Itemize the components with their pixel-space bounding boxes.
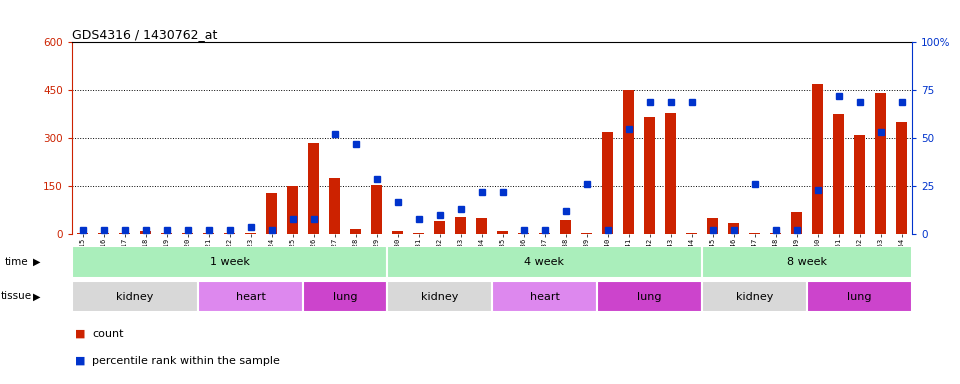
Bar [729, 223, 739, 234]
Text: ▶: ▶ [33, 291, 40, 301]
Bar [686, 233, 697, 234]
Text: GDS4316 / 1430762_at: GDS4316 / 1430762_at [72, 28, 217, 41]
Text: percentile rank within the sample: percentile rank within the sample [92, 356, 280, 366]
Bar [708, 218, 718, 234]
Text: kidney: kidney [420, 291, 458, 302]
Bar [602, 132, 612, 234]
Bar [581, 233, 591, 234]
Bar [561, 220, 571, 234]
Bar [140, 231, 151, 234]
Bar [329, 178, 340, 234]
Bar [387, 281, 492, 312]
Text: heart: heart [530, 291, 560, 302]
Bar [876, 93, 886, 234]
Text: lung: lung [637, 291, 661, 302]
Bar [266, 193, 276, 234]
Bar [72, 247, 387, 278]
Bar [540, 233, 550, 234]
Bar [303, 281, 387, 312]
Text: kidney: kidney [735, 291, 773, 302]
Bar [749, 233, 759, 234]
Bar [245, 233, 255, 234]
Bar [119, 233, 130, 234]
Bar [770, 233, 780, 234]
Bar [308, 143, 319, 234]
Bar [393, 231, 403, 234]
Bar [897, 122, 907, 234]
Bar [225, 233, 235, 234]
Text: 8 week: 8 week [787, 257, 827, 267]
Bar [372, 185, 382, 234]
Bar [497, 231, 508, 234]
Bar [77, 233, 87, 234]
Bar [644, 118, 655, 234]
Bar [287, 186, 298, 234]
Bar [434, 222, 444, 234]
Text: lung: lung [848, 291, 872, 302]
Text: lung: lung [333, 291, 357, 302]
Bar [387, 247, 702, 278]
Bar [807, 281, 912, 312]
Text: heart: heart [235, 291, 265, 302]
Text: count: count [92, 329, 124, 339]
Bar [413, 233, 423, 234]
Bar [518, 233, 529, 234]
Text: time: time [5, 257, 29, 267]
Text: kidney: kidney [116, 291, 154, 302]
Bar [161, 233, 172, 234]
Bar [833, 114, 844, 234]
Text: tissue: tissue [1, 291, 32, 301]
Bar [492, 281, 597, 312]
Bar [350, 230, 361, 234]
Text: ■: ■ [75, 356, 85, 366]
Text: ▶: ▶ [33, 257, 40, 267]
Bar [597, 281, 702, 312]
Bar [812, 84, 823, 234]
Text: 1 week: 1 week [209, 257, 250, 267]
Bar [702, 281, 807, 312]
Bar [198, 281, 303, 312]
Bar [98, 233, 108, 234]
Text: ■: ■ [75, 329, 85, 339]
Bar [702, 247, 912, 278]
Bar [455, 217, 466, 234]
Bar [854, 135, 865, 234]
Bar [623, 90, 634, 234]
Bar [204, 233, 214, 234]
Bar [182, 233, 193, 234]
Text: 4 week: 4 week [524, 257, 564, 267]
Bar [791, 212, 802, 234]
Bar [476, 218, 487, 234]
Bar [665, 113, 676, 234]
Bar [72, 281, 198, 312]
